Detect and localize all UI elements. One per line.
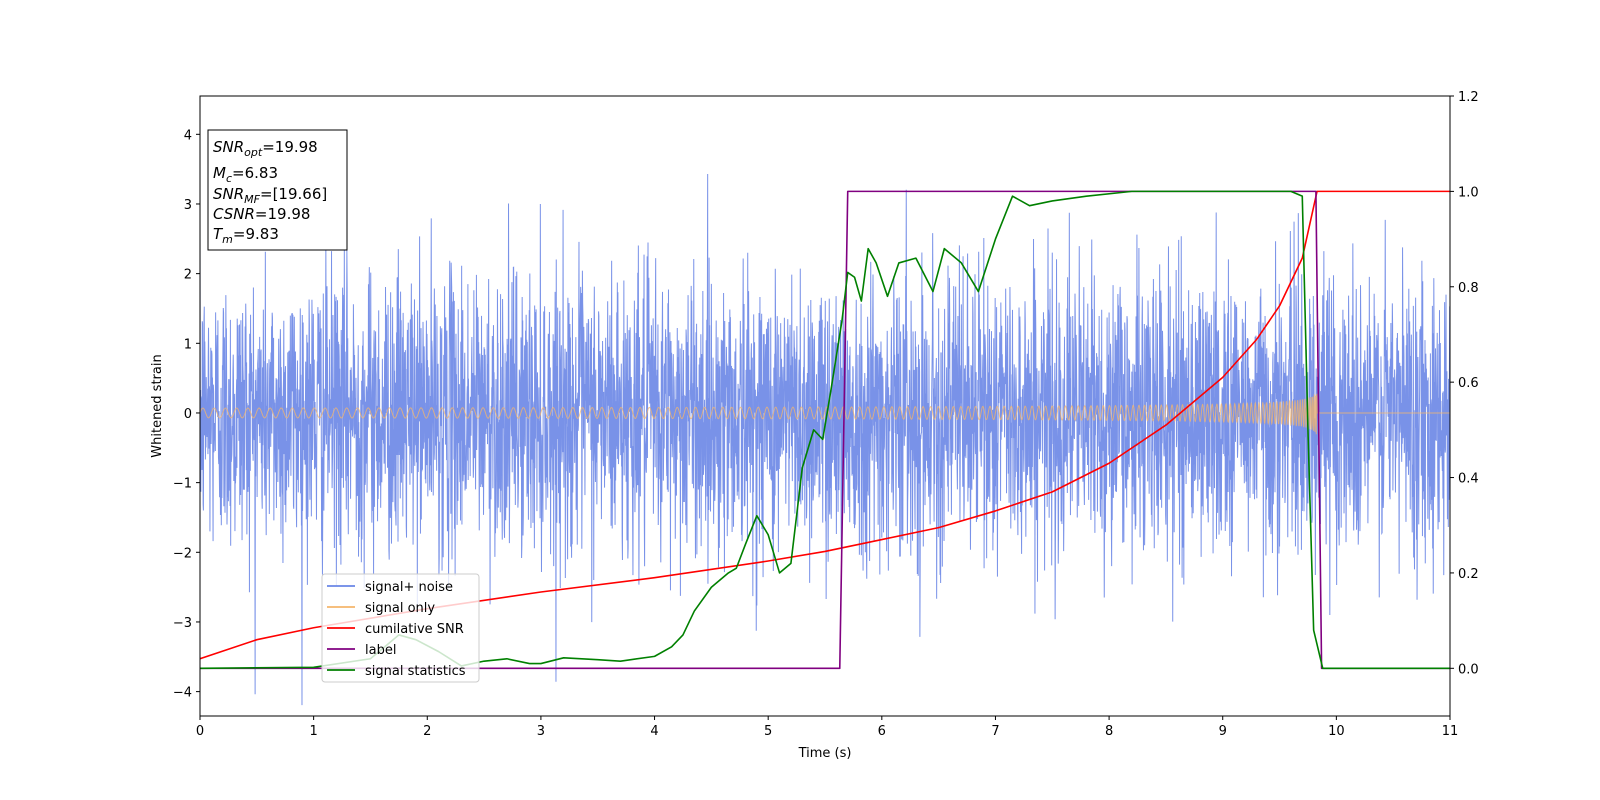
y-left-tick-label: 4: [184, 128, 192, 143]
y-left-tick-label: 2: [184, 268, 192, 283]
y-left-tick-label: 1: [184, 337, 192, 352]
stat-tm: Tm=9.83: [213, 225, 279, 246]
x-axis-label: Time (s): [798, 746, 852, 761]
x-tick-label: 9: [1219, 724, 1227, 739]
y-right-tick-label: 1.0: [1458, 185, 1479, 200]
y-right-tick-label: 0.2: [1458, 567, 1479, 582]
legend: signal+ noise signal only cumilative SNR la…: [321, 573, 480, 683]
stats-box-frame: [207, 129, 348, 251]
ticks-layer: 0 1 2 3 4 5 6 7 8 9 10 11 −4 −3 −2 −1 0 1 2 3 4 0.0 0.2 0.4 0.6 0…: [173, 90, 1479, 739]
x-tick-label: 6: [878, 724, 886, 739]
stat-csnr: CSNR=19.98: [213, 205, 310, 223]
y-right-tick-label: 0.6: [1458, 376, 1479, 391]
x-tick-label: 7: [991, 724, 999, 739]
x-tick-label: 11: [1442, 724, 1459, 739]
stat-snr-opt: SNRopt=19.98: [213, 138, 318, 159]
y-left-tick-label: 0: [184, 407, 192, 422]
y-right-tick-label: 0.0: [1458, 662, 1479, 677]
legend-label: label: [365, 643, 396, 658]
x-tick-label: 4: [650, 724, 658, 739]
x-tick-label: 8: [1105, 724, 1113, 739]
y-left-tick-label: −2: [173, 546, 192, 561]
series-signal-statistics: [200, 190, 1450, 670]
stats-box: SNRopt=19.98 Mc=6.83 SNRMF=[19.66] CSNR=…: [207, 129, 348, 251]
x-tick-label: 10: [1328, 724, 1345, 739]
y-axis-label: Whitened strain: [150, 354, 165, 457]
legend-label: cumilative SNR: [365, 622, 464, 637]
x-tick-label: 1: [309, 724, 317, 739]
y-right-tick-label: 0.4: [1458, 472, 1479, 487]
x-tick-label: 0: [196, 724, 204, 739]
x-tick-label: 2: [423, 724, 431, 739]
y-left-tick-label: −4: [173, 686, 192, 701]
y-left-tick-label: −3: [173, 616, 192, 631]
stat-snr-mf: SNRMF=[19.66]: [213, 185, 327, 206]
y-right-tick-label: 0.8: [1458, 281, 1479, 296]
plot-frame: [199, 95, 1451, 717]
x-tick-label: 3: [537, 724, 545, 739]
legend-frame: [321, 573, 480, 683]
legend-label: signal statistics: [365, 664, 466, 679]
stat-mc: Mc=6.83: [213, 164, 278, 185]
legend-label: signal only: [365, 601, 435, 616]
y-right-tick-label: 1.2: [1458, 90, 1479, 105]
y-left-tick-label: 3: [184, 198, 192, 213]
series-signal-only: [200, 393, 1450, 435]
x-tick-label: 5: [764, 724, 772, 739]
y-left-tick-label: −1: [173, 477, 192, 492]
legend-label: signal+ noise: [365, 580, 453, 595]
